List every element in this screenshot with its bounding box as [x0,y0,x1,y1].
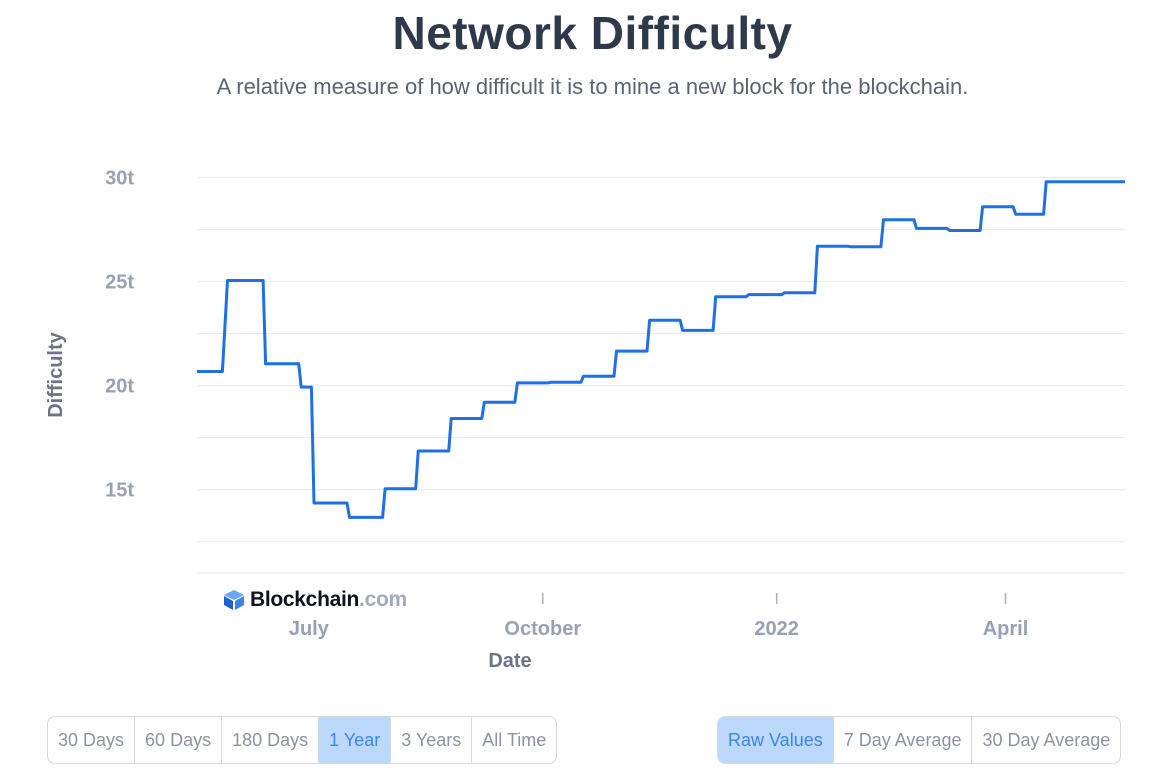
range-180-days-button[interactable]: 180 Days [222,717,320,763]
series-layer [197,180,1125,519]
y-tick-label: 30t [105,167,134,189]
x-tick-label: July [289,618,330,640]
y-axis: 15t 20t 25t 30t [105,167,134,501]
y-tick-label: 25t [105,272,134,294]
difficulty-chart: 15t 20t 25t 30t July October 2022 April Diffic… [45,167,1125,672]
y-tick-label: 20t [105,376,134,398]
x-tick-label: 2022 [754,618,799,640]
mode-raw-values-button[interactable]: Raw Values [718,717,834,763]
range-30-days-button[interactable]: 30 Days [48,717,136,763]
blockchain-logo: Blockchain.com [222,588,407,612]
value-mode-selector: Raw Values 7 Day Average 30 Day Average [717,716,1122,764]
x-tick-label: October [504,618,581,640]
mode-30-day-average-button[interactable]: 30 Day Average [982,730,1111,750]
chart-title: Network Difficulty [392,7,793,59]
logo-text: Blockchain.com [250,588,407,611]
time-range-selector: 30 Days 60 Days 180 Days 1 Year 3 Years All T… [47,716,558,764]
x-axis-title: Date [488,650,531,672]
mode-7-day-average-button[interactable]: 7 Day Average [834,717,973,763]
blockchain-cube-icon [224,590,244,610]
range-3-years-button[interactable]: 3 Years [391,717,473,763]
x-axis: July October 2022 April [289,593,1028,640]
grid-lines [197,176,1125,574]
series-line [197,180,1125,519]
x-tick-label: April [983,618,1029,640]
chart-subtitle: A relative measure of how difficult it i… [216,74,969,99]
y-axis-title: Difficulty [45,331,67,417]
y-tick-label: 15t [105,480,134,502]
range-60-days-button[interactable]: 60 Days [135,717,223,763]
range-1-year-button[interactable]: 1 Year [319,717,392,763]
range-all-time-button[interactable]: All Time [482,730,547,750]
